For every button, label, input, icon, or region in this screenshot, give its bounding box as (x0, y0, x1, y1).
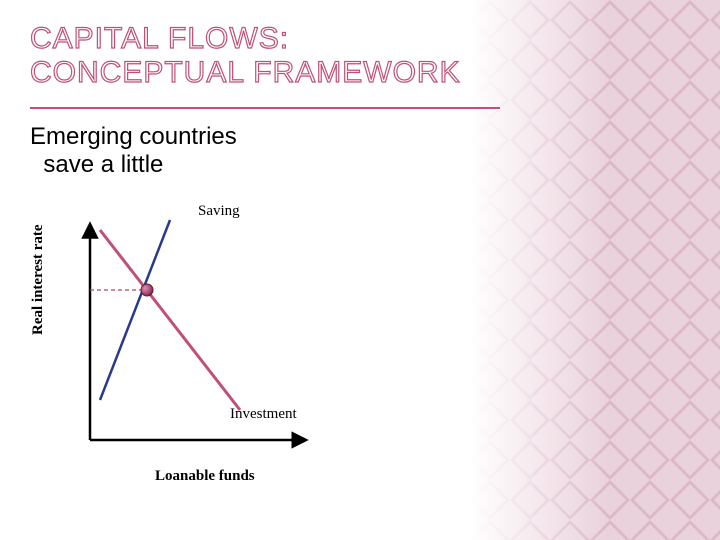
title-line1: CAPITAL FLOWS: (30, 22, 289, 55)
chart: Real interest rate Saving Investment Loa… (40, 200, 420, 490)
page-title: CAPITAL FLOWS: CONCEPTUAL FRAMEWORK (30, 20, 690, 101)
subtitle-line2: save a little (43, 151, 163, 178)
chart-svg (40, 200, 420, 490)
title-line2: CONCEPTUAL FRAMEWORK (30, 56, 461, 89)
subtitle-line1: Emerging countries (30, 123, 237, 150)
investment-label: Investment (230, 406, 297, 423)
title-svg: CAPITAL FLOWS: CONCEPTUAL FRAMEWORK (30, 20, 500, 92)
saving-label: Saving (198, 203, 240, 220)
title-underline (30, 107, 500, 109)
subtitle: Emerging countries save a little (30, 123, 690, 181)
x-axis-label: Loanable funds (155, 468, 255, 485)
